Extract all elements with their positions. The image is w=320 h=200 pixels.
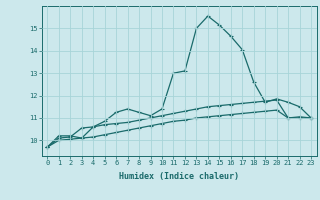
X-axis label: Humidex (Indice chaleur): Humidex (Indice chaleur) [119, 172, 239, 181]
